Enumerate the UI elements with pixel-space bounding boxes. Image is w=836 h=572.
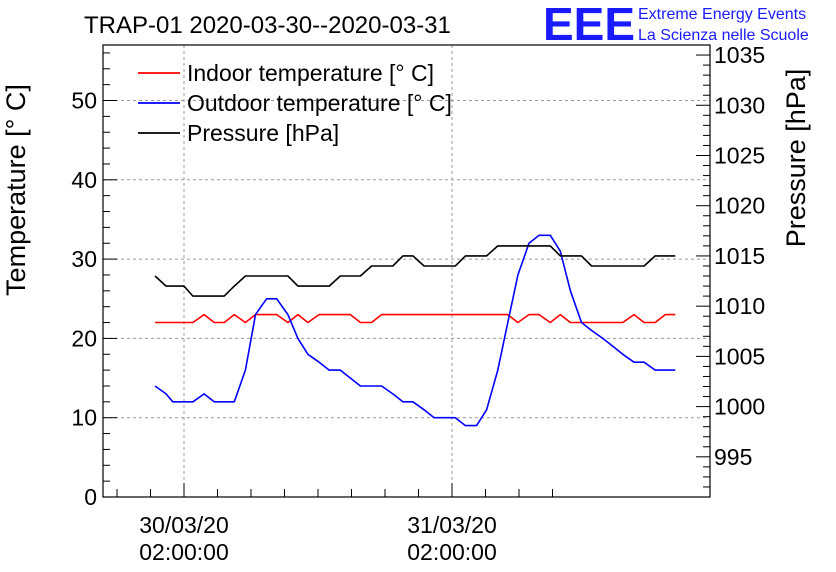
right-tick-label: 1035 <box>714 42 765 68</box>
x-tick-time: 02:00:00 <box>139 539 229 565</box>
chart-title: TRAP-01 2020-03-30--2020-03-31 <box>84 12 451 39</box>
right-tick-label: 1005 <box>714 343 765 369</box>
right-tick-label: 1015 <box>714 243 765 269</box>
left-tick-label: 0 <box>84 484 97 510</box>
right-tick-label: 1020 <box>714 193 765 219</box>
series-layer <box>154 234 676 427</box>
logo-mark: EEE <box>543 0 635 50</box>
series-line-2 <box>154 245 676 297</box>
right-axis-label: Pressure [hPa] <box>781 69 811 248</box>
right-tick-label: 1025 <box>714 142 765 168</box>
x-tick-date: 30/03/20 <box>139 512 229 538</box>
grid <box>103 45 710 497</box>
series-line-1 <box>154 234 676 427</box>
x-tick-date: 31/03/20 <box>407 512 497 538</box>
legend-label: Pressure [hPa] <box>187 120 339 146</box>
right-tick-label: 995 <box>714 444 752 470</box>
legend-label: Indoor temperature [° C] <box>187 60 434 86</box>
logo-line-1: Extreme Energy Events <box>638 6 806 23</box>
left-tick-label: 30 <box>71 246 97 272</box>
right-tick-label: 1030 <box>714 92 765 118</box>
eee-logo: EEE Extreme Energy Events La Scienza nel… <box>543 0 809 50</box>
x-tick-time: 02:00:00 <box>407 539 497 565</box>
legend-label: Outdoor temperature [° C] <box>187 90 452 116</box>
legend: Indoor temperature [° C] Outdoor temperat… <box>138 60 452 146</box>
plot-frame <box>102 44 711 498</box>
series-line-0 <box>155 313 676 324</box>
axes: 0102030405099510001005101010151020102510… <box>71 42 765 565</box>
right-tick-label: 1010 <box>714 293 765 319</box>
left-tick-label: 40 <box>71 167 97 193</box>
left-tick-label: 20 <box>71 325 97 351</box>
left-tick-label: 50 <box>71 88 97 114</box>
left-axis-label: Temperature [° C] <box>1 84 31 296</box>
left-tick-label: 10 <box>71 405 97 431</box>
logo-line-2: La Scienza nelle Scuole <box>638 27 809 44</box>
right-tick-label: 1000 <box>714 394 765 420</box>
